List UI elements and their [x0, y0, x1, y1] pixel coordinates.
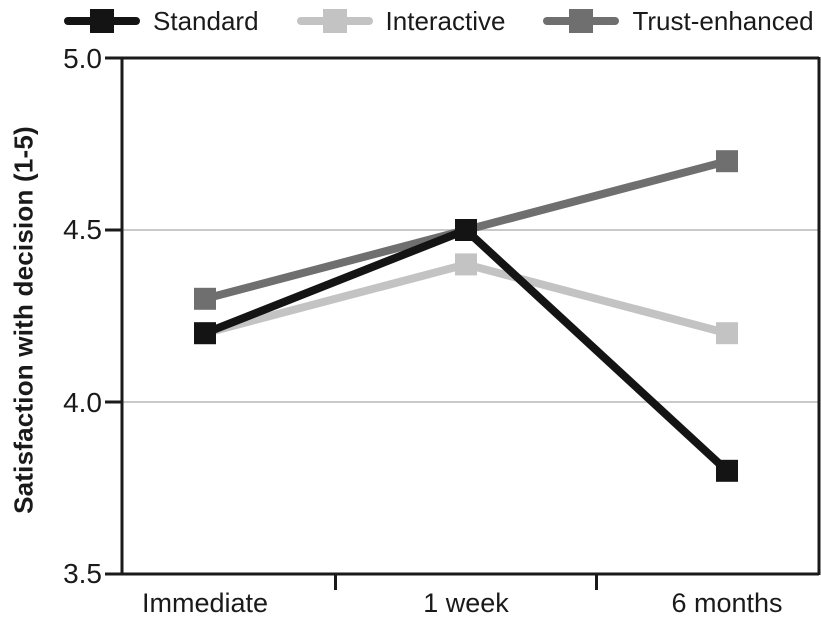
legend-label-interactive: Interactive — [385, 6, 506, 36]
legend-label-trust-enhanced: Trust-enhanced — [632, 6, 814, 36]
x-tick-label: 1 week — [423, 588, 509, 618]
line-square-marker-icon — [543, 9, 620, 33]
legend-label-standard: Standard — [153, 6, 259, 36]
line-square-marker-icon — [296, 9, 373, 33]
line-square-marker-icon — [64, 9, 140, 33]
x-tick-label: 6 months — [671, 588, 783, 618]
y-tick-label: 4.5 — [63, 214, 102, 245]
y-tick-label: 5.0 — [63, 43, 102, 74]
x-tick-label: Immediate — [141, 588, 269, 618]
legend: Standard Interactive Trust-enhanced — [64, 4, 814, 38]
y-tick-label: 3.5 — [63, 558, 102, 589]
legend-item-interactive: Interactive — [296, 6, 506, 36]
y-tick-label: 4.0 — [63, 387, 102, 418]
legend-item-trust-enhanced: Trust-enhanced — [543, 6, 814, 36]
legend-item-standard: Standard — [64, 6, 259, 36]
